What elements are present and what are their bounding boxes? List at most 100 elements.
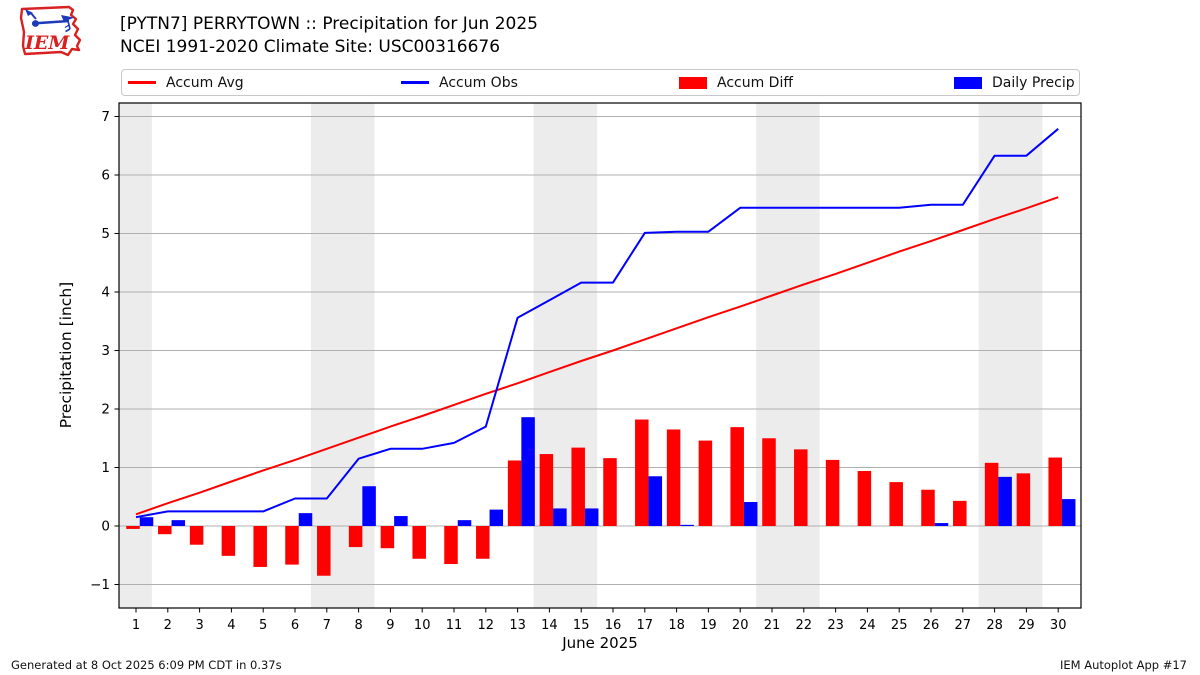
accum-diff-bar [921,489,935,526]
accum-diff-bar [889,482,903,526]
legend-label: Accum Avg [166,74,244,91]
y-tick-label: 6 [101,168,110,184]
accum-diff-bar [666,429,681,526]
daily-precip-bar [584,508,599,526]
daily-precip-bar [553,508,567,526]
x-tick-label: 3 [195,618,203,633]
accum-diff-bar [253,526,267,567]
accum-diff-patch-swatch-icon [679,76,707,89]
accum-diff-bar [444,526,458,565]
x-tick-label: 15 [573,618,590,633]
accum-diff-bar [317,526,331,576]
chart-title-block: [PYTN7] PERRYTOWN :: Precipitation for J… [120,13,538,58]
x-tick-label: 8 [354,618,362,633]
x-tick-label: 23 [827,618,844,633]
accum-diff-bar [984,462,999,526]
daily-precip-bar [457,520,472,526]
y-tick-label: 1 [101,460,110,476]
x-tick-label: 11 [446,618,463,633]
x-tick-label: 30 [1050,618,1067,633]
y-tick-label: 4 [101,285,110,301]
legend-item-accum-avg: Accum Avg [128,70,244,95]
x-tick-label: 19 [700,618,717,633]
x-tick-label: 16 [605,618,622,633]
x-tick-label: 25 [891,618,908,633]
accum-diff-bar [348,526,363,548]
x-tick-label: 18 [668,618,685,633]
accum-diff-bar [539,454,554,526]
legend-item-accum-diff: Accum Diff [679,70,793,95]
accum-diff-bar [571,447,585,526]
accum-diff-bar [1048,457,1062,526]
daily-precip-patch-swatch-icon [954,76,982,89]
y-axis-label: Precipitation [inch] [57,282,75,428]
x-tick-label: 26 [923,618,940,633]
daily-precip-bar [362,486,376,526]
accum-diff-bar [1016,473,1031,526]
accum-diff-bar [825,459,840,526]
iem-logo: IEM [19,5,82,57]
weekend-band [533,103,598,608]
y-tick-label: 3 [101,343,110,359]
x-tick-label: 17 [637,618,654,633]
x-tick-label: 22 [796,618,813,633]
generated-timestamp: Generated at 8 Oct 2025 6:09 PM CDT in 0… [11,658,282,672]
accum-diff-bar [762,438,776,526]
accum-obs-line [135,128,1059,519]
accum-diff-bar [126,526,140,529]
x-tick-label: 12 [478,618,495,633]
x-tick-label: 9 [386,618,394,633]
daily-precip-bar [139,517,154,526]
accum-diff-bar [730,427,744,526]
y-tick-label: 2 [101,402,110,418]
x-tick-label: 2 [164,618,172,633]
accum-diff-bar [603,458,617,526]
weather-vane-icon [25,9,74,33]
x-tick-label: 5 [259,618,267,633]
x-tick-label: 7 [323,618,331,633]
x-tick-label: 27 [955,618,972,633]
legend-label: Accum Diff [717,74,794,91]
weekend-band [756,103,820,608]
accum-diff-bar [507,460,522,526]
daily-precip-bar [394,516,408,526]
legend-label: Accum Obs [439,74,518,91]
accum-avg-line [135,196,1059,516]
legend-label: Daily Precip [992,74,1075,91]
accum-diff-bar [221,526,236,556]
x-tick-label: 29 [1018,618,1035,633]
accum-diff-bar [285,526,299,565]
accum-diff-bar [412,526,426,559]
weekend-band [978,103,1043,608]
legend-item-accum-obs: Accum Obs [401,70,518,95]
y-tick-label: 0 [101,519,110,535]
x-tick-label: 21 [764,618,781,633]
x-tick-label: 4 [227,618,235,633]
accum-avg-line-swatch-icon [128,81,156,84]
app-credit: IEM Autoplot App #17 [1059,658,1187,672]
accum-diff-bar [857,471,872,526]
accum-diff-bar [158,526,172,535]
accum-diff-bar [476,526,490,559]
y-tick-label: −1 [90,577,110,593]
daily-precip-bar [1061,499,1076,526]
accum-diff-bar [953,500,967,526]
chart-subtitle: NCEI 1991-2020 Climate Site: USC00316676 [120,36,501,57]
accum-diff-bar [189,526,204,545]
accum-diff-bar [698,440,713,526]
x-tick-label: 10 [414,618,431,633]
y-tick-label: 5 [101,226,110,242]
daily-precip-bar [298,513,313,526]
daily-precip-bar [998,476,1012,526]
daily-precip-bar [489,509,504,526]
x-tick-label: 1 [132,618,140,633]
chart-legend: Accum Avg Accum Obs Accum Diff Daily Pre… [121,69,1080,96]
daily-precip-bar [680,524,694,526]
daily-precip-bar [521,417,535,526]
accum-diff-bar [794,449,808,526]
accum-diff-bar [635,419,649,526]
x-tick-label: 6 [291,618,299,633]
daily-precip-bar [171,520,186,526]
